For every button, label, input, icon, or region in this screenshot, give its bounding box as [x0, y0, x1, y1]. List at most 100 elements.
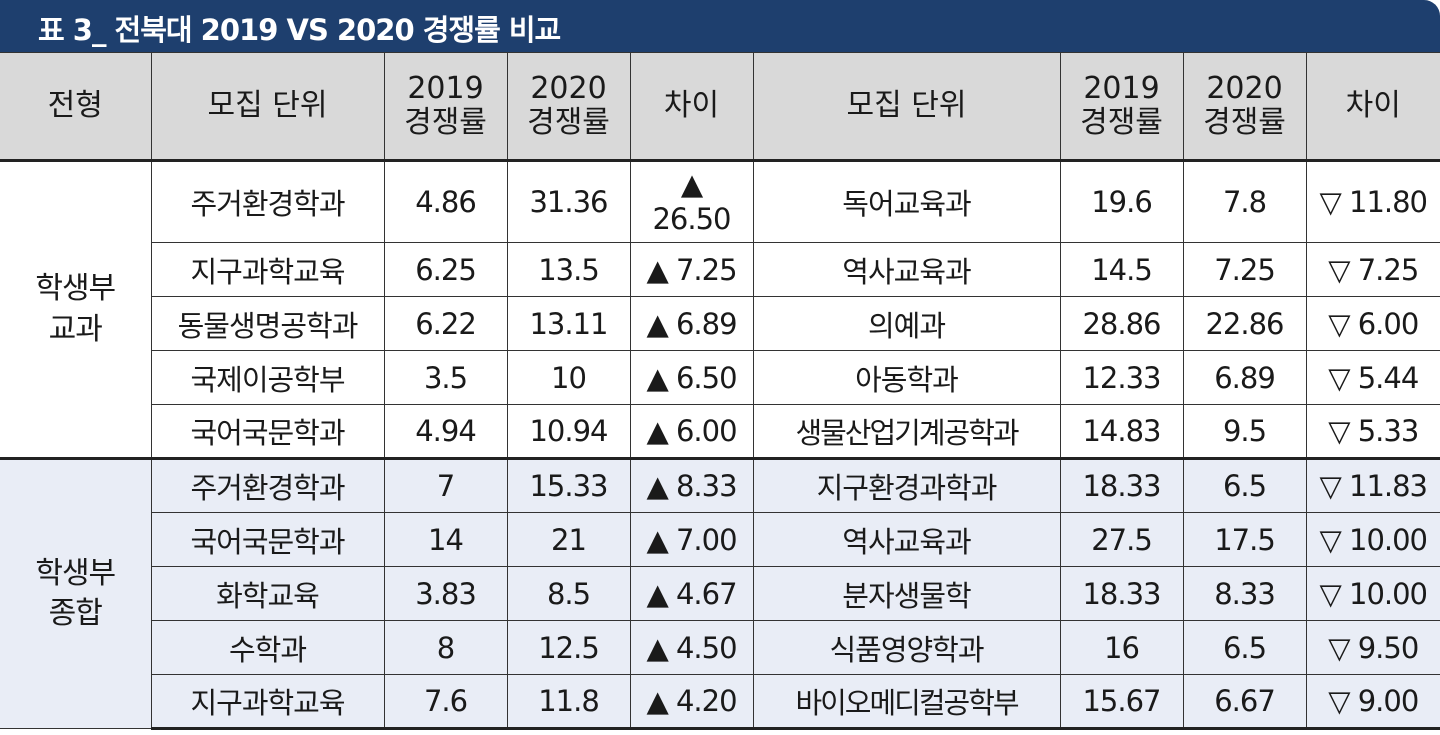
left-2020: 10	[506, 350, 631, 405]
left-unit: 국어국문학과	[151, 404, 385, 459]
right-2020: 7.25	[1182, 242, 1307, 297]
right-unit: 역사교육과	[752, 512, 1061, 567]
left-2019: 3.83	[383, 566, 508, 621]
table-row: 지구과학교육 6.25 13.5 ▲ 7.25 역사교육과 14.5 7.25 …	[0, 242, 1440, 297]
left-2020: 13.11	[506, 296, 631, 351]
right-2020: 6.67	[1182, 674, 1307, 730]
right-unit: 바이오메디컬공학부	[752, 674, 1061, 730]
left-unit: 화학교육	[151, 566, 385, 621]
left-unit: 국제이공학부	[151, 350, 385, 405]
right-2020: 6.5	[1182, 620, 1307, 675]
left-diff: ▲ 7.25	[629, 242, 754, 297]
left-2020: 21	[506, 512, 631, 567]
up-triangle-icon: ▲	[680, 167, 703, 202]
group-label-gyogwa: 학생부 교과	[0, 160, 152, 459]
right-2019: 27.5	[1059, 512, 1184, 567]
table-row: 동물생명공학과 6.22 13.11 ▲ 6.89 의예과 28.86 22.8…	[0, 296, 1440, 351]
right-2019: 18.33	[1059, 457, 1184, 513]
left-unit: 수학과	[151, 620, 385, 675]
left-2019: 4.94	[383, 404, 508, 459]
left-diff: ▲ 6.00	[629, 404, 754, 459]
header-diff-right: 차이	[1305, 52, 1440, 162]
right-diff: ▽ 5.44	[1305, 350, 1440, 405]
left-unit: 주거환경학과	[150, 457, 385, 513]
left-2020: 12.5	[506, 620, 631, 675]
left-2019: 14	[383, 512, 508, 567]
left-2020: 10.94	[506, 404, 631, 459]
left-2019: 8	[383, 620, 508, 675]
header-unit-left: 모집 단위	[150, 52, 385, 162]
right-2020: 22.86	[1182, 296, 1307, 351]
right-unit: 식품영양학과	[752, 620, 1061, 675]
left-unit: 지구과학교육	[151, 242, 385, 297]
right-2020: 6.89	[1182, 350, 1307, 405]
table-row: 국제이공학부 3.5 10 ▲ 6.50 아동학과 12.33 6.89 ▽ 5…	[0, 350, 1440, 405]
group-label-jonghap: 학생부 종합	[0, 457, 152, 729]
table-row: 학생부 종합 주거환경학과 7 15.33 ▲ 8.33 지구환경과학과 18.3…	[0, 457, 1440, 729]
right-unit: 분자생물학	[752, 566, 1061, 621]
right-diff: ▽ 11.80	[1305, 160, 1440, 243]
header-2020-left: 2020 경쟁률	[506, 52, 631, 162]
right-2019: 14.5	[1059, 242, 1184, 297]
left-2019: 6.25	[383, 242, 508, 297]
table-title-bar: 표 3_ 전북대 2019 VS 2020 경쟁률 비교	[0, 0, 1440, 52]
right-unit: 의예과	[752, 296, 1061, 351]
right-2019: 19.6	[1059, 160, 1184, 243]
right-unit: 역사교육과	[752, 242, 1061, 297]
right-unit: 독어교육과	[752, 160, 1061, 243]
right-2020: 9.5	[1182, 404, 1307, 459]
left-diff: ▲ 6.89	[629, 296, 754, 351]
table-row: 학생부 교과 주거환경학과 4.86 31.36 ▲ 26.50 독어교육과 19.…	[0, 160, 1440, 459]
table-row: 국어국문학과 14 21 ▲ 7.00 역사교육과 27.5 17.5 ▽ 10…	[0, 512, 1440, 567]
header-type: 전형	[0, 52, 152, 162]
left-unit: 국어국문학과	[151, 512, 385, 567]
header-diff-left: 차이	[629, 52, 754, 162]
left-2019: 4.86	[383, 160, 508, 243]
left-2020: 8.5	[506, 566, 631, 621]
left-unit: 동물생명공학과	[151, 296, 385, 351]
right-2019: 15.67	[1059, 674, 1184, 730]
right-diff: ▽ 10.00	[1305, 512, 1440, 567]
left-diff: ▲ 4.20	[629, 674, 754, 730]
right-2019: 16	[1059, 620, 1184, 675]
left-unit: 지구과학교육	[151, 674, 385, 730]
right-unit: 생물산업기계공학과	[752, 404, 1061, 459]
table-title: 표 3_ 전북대 2019 VS 2020 경쟁률 비교	[38, 13, 561, 47]
left-2019: 6.22	[383, 296, 508, 351]
table-row: 화학교육 3.83 8.5 ▲ 4.67 분자생물학 18.33 8.33 ▽ …	[0, 566, 1440, 621]
header-unit-right: 모집 단위	[752, 52, 1061, 162]
right-diff: ▽ 9.00	[1305, 674, 1440, 730]
header-row: 전형 모집 단위 2019 경쟁률 2020 경쟁률 차이 모집 단위 2019 경쟁…	[0, 52, 1440, 162]
right-diff: ▽ 5.33	[1305, 404, 1440, 459]
left-2019: 7.6	[383, 674, 508, 730]
competition-rate-table: 전형 모집 단위 2019 경쟁률 2020 경쟁률 차이 모집 단위 2019 경쟁…	[0, 52, 1440, 730]
right-2020: 17.5	[1182, 512, 1307, 567]
right-2019: 12.33	[1059, 350, 1184, 405]
right-diff: ▽ 10.00	[1305, 566, 1440, 621]
left-diff: ▲ 4.50	[629, 620, 754, 675]
right-diff: ▽ 6.00	[1305, 296, 1440, 351]
left-diff: ▲ 7.00	[629, 512, 754, 567]
right-2019: 14.83	[1059, 404, 1184, 459]
left-2020: 13.5	[506, 242, 631, 297]
right-2020: 8.33	[1182, 566, 1307, 621]
right-2019: 28.86	[1059, 296, 1184, 351]
right-2019: 18.33	[1059, 566, 1184, 621]
left-diff: ▲ 8.33	[629, 457, 754, 513]
table-row: 국어국문학과 4.94 10.94 ▲ 6.00 생물산업기계공학과 14.83…	[0, 404, 1440, 459]
table-row: 지구과학교육 7.6 11.8 ▲ 4.20 바이오메디컬공학부 15.67 6…	[0, 674, 1440, 730]
left-2019: 7	[383, 457, 508, 513]
right-unit: 지구환경과학과	[752, 457, 1061, 513]
left-unit: 주거환경학과	[150, 160, 385, 243]
right-diff: ▽ 7.25	[1305, 242, 1440, 297]
left-2020: 31.36	[506, 160, 631, 243]
header-2020-right: 2020 경쟁률	[1182, 52, 1307, 162]
left-2019: 3.5	[383, 350, 508, 405]
right-2020: 6.5	[1182, 457, 1307, 513]
right-diff: ▽ 9.50	[1305, 620, 1440, 675]
table-row: 수학과 8 12.5 ▲ 4.50 식품영양학과 16 6.5 ▽ 9.50	[0, 620, 1440, 675]
right-diff: ▽ 11.83	[1305, 457, 1440, 513]
left-diff: ▲ 4.67	[629, 566, 754, 621]
left-diff: ▲ 26.50	[629, 160, 754, 243]
header-2019-right: 2019 경쟁률	[1059, 52, 1184, 162]
